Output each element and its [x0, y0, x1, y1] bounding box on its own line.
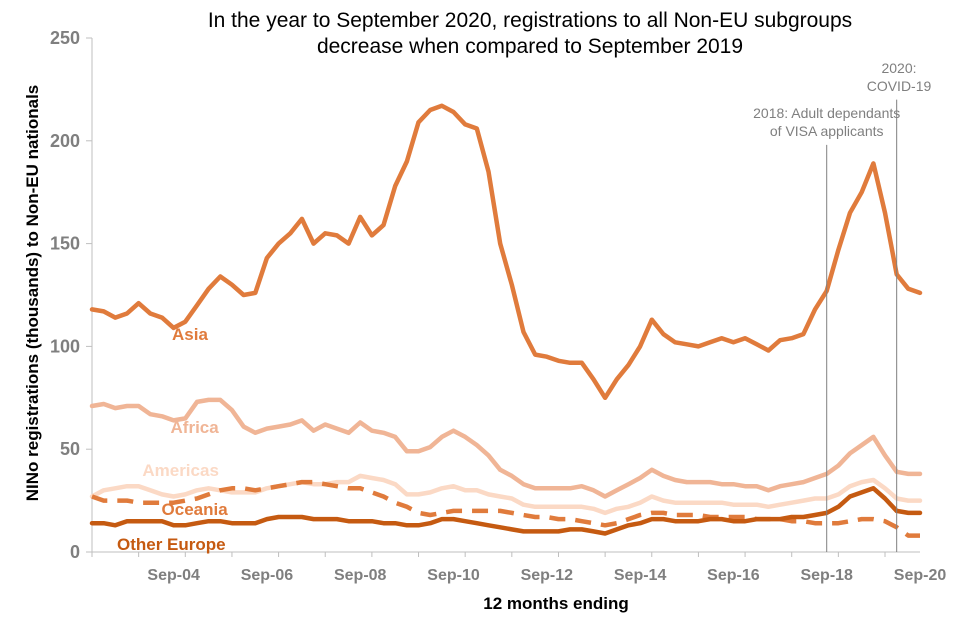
y-tick-label: 150: [50, 234, 80, 254]
x-tick-label: Sep-08: [334, 567, 387, 584]
annotation-text-1: of VISA applicants: [770, 123, 884, 139]
x-axis-title: 12 months ending: [483, 594, 628, 613]
x-tick-label: Sep-16: [707, 567, 760, 584]
chart-title-line-2: decrease when compared to September 2019: [317, 35, 743, 58]
y-tick-label: 200: [50, 131, 80, 151]
series-line-asia: [89, 103, 923, 401]
x-tick-label: Sep-20: [894, 567, 947, 584]
y-axis-title: NINo registrations (thousands) to Non-EU…: [23, 85, 42, 502]
series-label-oceania: Oceania: [162, 500, 229, 519]
series-line-americas: [89, 473, 923, 516]
chart-series: [89, 103, 923, 538]
series-line-other-europe: [89, 486, 923, 536]
annotation-text-1: 2018: Adult dependants: [753, 105, 900, 121]
chart-annotations: 2018: Adult dependants of VISA applicants…: [753, 60, 932, 552]
series-label-asia: Asia: [172, 325, 208, 344]
series-label-other-europe: Other Europe: [117, 535, 226, 554]
chart-title-line-1: In the year to September 2020, registrat…: [208, 9, 852, 32]
series-label-americas: Americas: [142, 461, 219, 480]
x-tick-label: Sep-04: [147, 567, 200, 584]
series-labels: Asia Africa Americas Oceania Other Europe: [117, 325, 228, 554]
x-tick-label: Sep-18: [800, 567, 853, 584]
chart-title: In the year to September 2020, registrat…: [208, 9, 852, 58]
x-tick-label: Sep-14: [614, 567, 667, 584]
y-tick-label: 250: [50, 28, 80, 48]
x-tick-label: Sep-12: [521, 567, 574, 584]
y-tick-label: 50: [60, 439, 80, 459]
x-tick-label: Sep-06: [241, 567, 294, 584]
annotation-text-2: COVID-19: [867, 78, 932, 94]
series-line-africa: [89, 397, 923, 499]
chart-axes: 0 50 100 150 200 250 Sep-04 Sep-06 Sep-08 Sep-10 S…: [23, 28, 946, 613]
series-label-africa: Africa: [171, 418, 220, 437]
x-tick-label: Sep-10: [427, 567, 480, 584]
y-tick-label: 100: [50, 336, 80, 356]
y-tick-label: 0: [70, 542, 80, 562]
annotation-text-2: 2020:: [881, 60, 916, 76]
